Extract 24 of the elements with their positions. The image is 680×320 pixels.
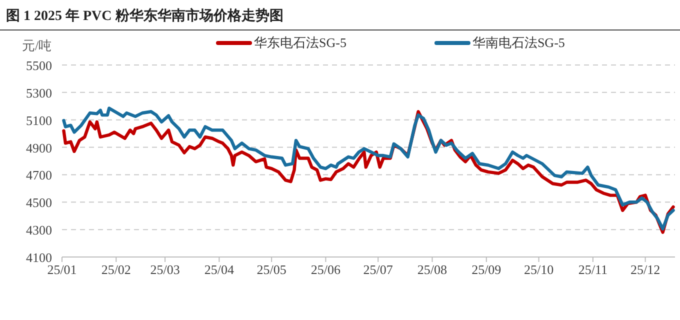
legend-label: 华南电石法SG-5 [472, 35, 565, 50]
x-tick-label: 25/09 [472, 262, 502, 277]
y-tick-label: 4100 [26, 250, 52, 265]
y-tick-label: 5500 [26, 58, 52, 73]
x-tick-label: 25/10 [524, 262, 554, 277]
x-tick-label: 25/06 [310, 262, 342, 277]
x-tick-label: 25/02 [101, 262, 131, 277]
x-tick-label: 25/05 [256, 262, 286, 277]
y-tick-label: 5100 [26, 112, 52, 128]
y-tick-label: 5300 [26, 85, 52, 100]
x-tick-label: 25/12 [630, 262, 660, 277]
x-tick-label: 25/01 [47, 262, 77, 277]
y-axis-title: 元/吨 [22, 38, 52, 53]
y-tick-label: 4300 [26, 222, 52, 238]
x-tick-label: 25/08 [417, 262, 448, 277]
x-tick-label: 25/11 [578, 262, 608, 277]
x-tick-label: 25/07 [363, 262, 394, 277]
legend-label: 华东电石法SG-5 [254, 35, 346, 50]
y-tick-label: 4500 [26, 195, 52, 210]
chart-title: 图 1 2025 年 PVC 粉华东华南市场价格走势图 [6, 7, 284, 24]
y-tick-label: 4700 [26, 168, 52, 183]
x-tick-label: 25/03 [150, 262, 180, 277]
y-tick-label: 4900 [26, 140, 52, 156]
x-tick-label: 25/04 [204, 262, 234, 277]
